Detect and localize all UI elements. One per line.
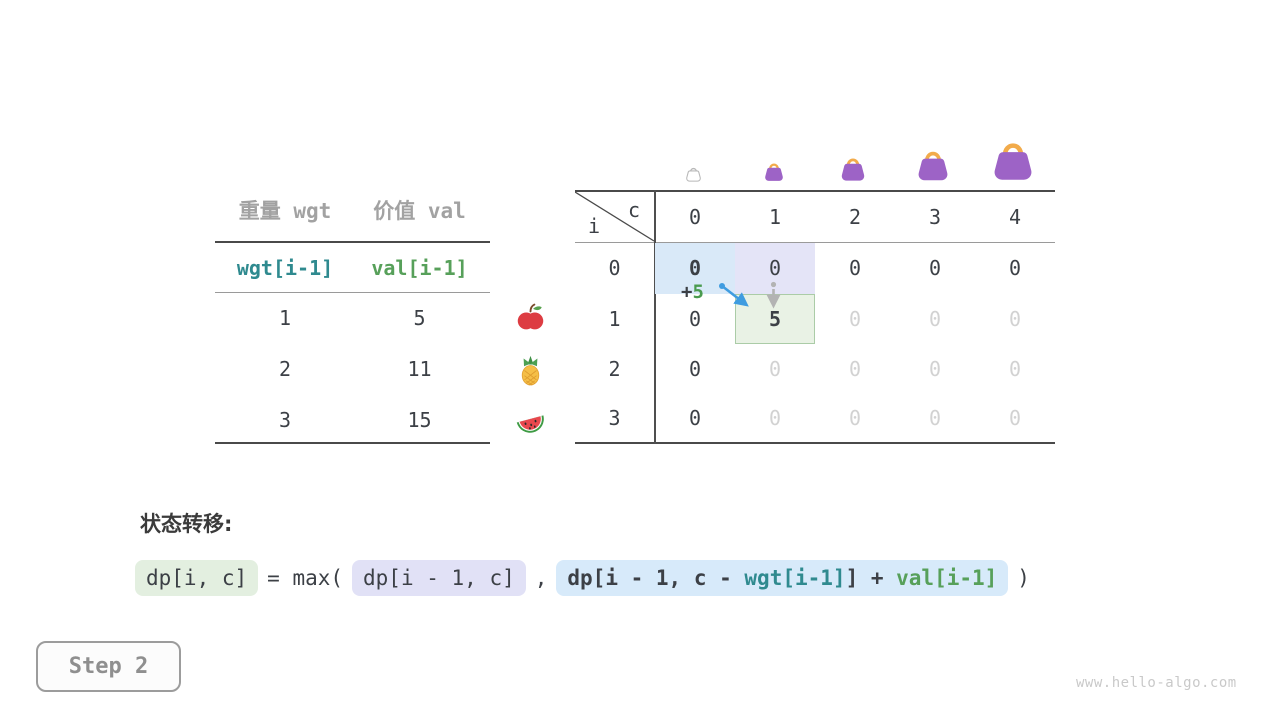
item-1-value: 5 [413, 306, 426, 330]
handbag-icon [763, 160, 785, 182]
dp-cell-3-0: 0 [688, 406, 702, 430]
item-2-value: 11 [407, 357, 432, 381]
dp-cell-1-4: 0 [1008, 307, 1022, 331]
transition-heading: 状态转移: [140, 512, 233, 536]
dp-cell-1-0: 0 [688, 307, 702, 331]
transition-formula: dp[i, c] = max( dp[i - 1, c] , dp[i - 1,… [135, 560, 1030, 596]
dp-row-header-0: 0 [608, 256, 621, 280]
dp-col-header-1: 1 [768, 205, 782, 229]
dp-cell-2-3: 0 [928, 357, 942, 381]
dp-table-rule-vertical [654, 190, 656, 444]
formula-option2-plus: ] + [845, 566, 897, 590]
item-3-weight: 3 [278, 408, 292, 432]
formula-option2-val: val[i-1] [896, 566, 998, 590]
dp-cell-3-3: 0 [928, 406, 942, 430]
dp-table-rule-top [575, 190, 1055, 192]
pineapple-icon [515, 355, 546, 386]
dp-cell-0-3: 0 [928, 256, 942, 280]
corner-col-var: c [627, 198, 641, 222]
transition-arrows [719, 281, 781, 309]
dp-cell-3-4: 0 [1008, 406, 1022, 430]
carry-down-arrow [766, 281, 781, 309]
dp-row-header-1: 1 [608, 307, 621, 331]
items-header-weight: 重量 wgt [238, 199, 332, 223]
dp-cell-0-2: 0 [848, 256, 862, 280]
formula-option1: dp[i - 1, c] [352, 560, 526, 596]
item-3-value: 15 [407, 408, 432, 432]
dp-col-header-0: 0 [688, 205, 702, 229]
dp-cell-2-4: 0 [1008, 357, 1022, 381]
items-table-rule-top [215, 241, 490, 243]
handbag-icon [990, 136, 1036, 182]
plus-value-annotation: +5 [681, 281, 704, 303]
dp-col-header-4: 4 [1008, 205, 1022, 229]
dp-cell-2-1: 0 [768, 357, 782, 381]
dp-cell-3-2: 0 [848, 406, 862, 430]
dp-cell-2-2: 0 [848, 357, 862, 381]
handbag-outline-icon [685, 165, 702, 182]
handbag-icon [915, 146, 951, 182]
added-value: 5 [692, 281, 704, 303]
dp-cell-1-2: 0 [848, 307, 862, 331]
item-1-weight: 1 [278, 306, 292, 330]
items-header-value: 价值 val [373, 199, 466, 223]
items-table-rule-mid [215, 292, 490, 293]
watermelon-icon [515, 406, 546, 437]
dp-table-rule-header [575, 242, 1055, 243]
watermark: www.hello-algo.com [1076, 675, 1237, 691]
formula-close-paren: ) [1017, 566, 1030, 590]
items-formula-wgt: wgt[i-1] [236, 256, 334, 280]
formula-eq-max: = max( [267, 566, 344, 590]
dp-row-header-2: 2 [608, 357, 621, 381]
corner-diagonal [575, 192, 655, 242]
dp-col-header-2: 2 [848, 205, 862, 229]
items-table-rule-bottom [215, 442, 490, 444]
dp-col-header-3: 3 [928, 205, 942, 229]
dp-cell-2-0: 0 [688, 357, 702, 381]
formula-option2-wgt: wgt[i-1] [744, 566, 846, 590]
apple-icon [515, 302, 546, 333]
item-2-weight: 2 [278, 357, 292, 381]
step-button[interactable]: Step 2 [36, 641, 181, 692]
plus-sign: + [681, 281, 693, 303]
dp-cell-3-1: 0 [768, 406, 782, 430]
formula-comma: , [534, 566, 548, 590]
dp-row-header-3: 3 [608, 406, 621, 430]
dp-cell-1-3: 0 [928, 307, 942, 331]
handbag-icon [839, 154, 867, 182]
items-formula-val: val[i-1] [371, 256, 468, 280]
dp-cell-0-4: 0 [1008, 256, 1022, 280]
dp-table-rule-bottom [575, 442, 1055, 444]
formula-lhs: dp[i, c] [135, 560, 259, 596]
add-value-arrow [719, 283, 749, 307]
corner-row-var: i [587, 214, 601, 238]
formula-option2-dp: dp[i - 1, c - [567, 566, 745, 590]
formula-option2: dp[i - 1, c - wgt[i-1]] + val[i-1] [556, 560, 1009, 596]
